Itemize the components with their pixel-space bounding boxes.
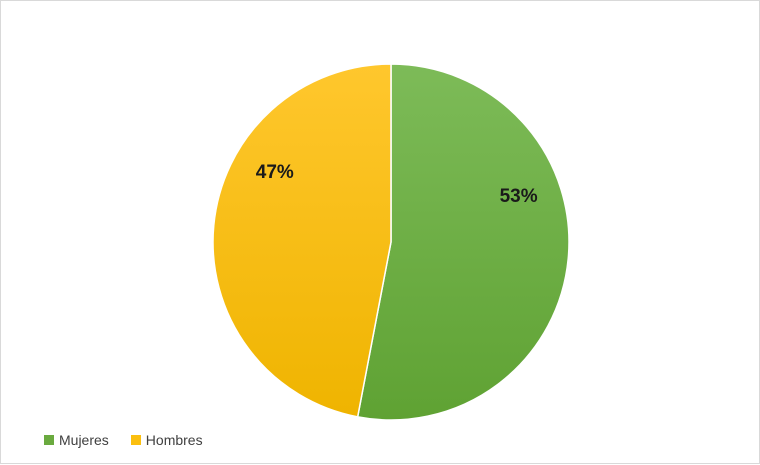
legend-swatch-mujeres [44,435,54,445]
legend-swatch-hombres [130,435,141,445]
data-label-mujeres: 53% [500,186,538,207]
legend-item-hombres: Hombres [130,432,203,448]
legend-label-hombres: Hombres [145,432,203,448]
pie-slice-mujeres [356,63,570,421]
legend-label-mujeres: Mujeres [59,432,109,448]
data-label-hombres: 47% [256,162,294,183]
legend: Mujeres Hombres [44,432,203,448]
legend-item-mujeres: Mujeres [44,432,109,448]
pie-slice-hombres [212,63,392,418]
